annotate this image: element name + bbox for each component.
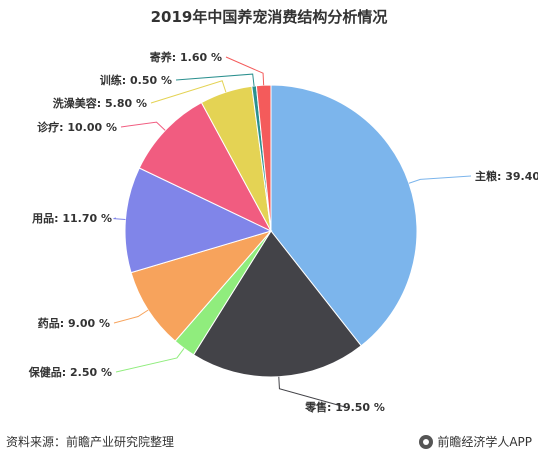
connector-line-7 xyxy=(175,73,255,87)
connector-line-1 xyxy=(278,376,346,408)
data-label-6: 洗澡美容: 5.80 % xyxy=(53,96,147,110)
data-label-8: 寄养: 1.60 % xyxy=(150,50,222,64)
connector-line-0 xyxy=(408,175,472,184)
data-label-0: 主粮: 39.40 % xyxy=(475,169,538,183)
pie-chart: 主粮: 39.40 % 零售: 19.50 % 保健品: 2.50 % 药品: 9.0… xyxy=(28,50,538,414)
data-label-4: 用品: 11.70 % xyxy=(32,212,112,225)
data-label-2: 保健品: 2.50 % xyxy=(28,365,112,379)
data-label-5: 诊疗: 10.00 % xyxy=(37,120,117,134)
pie-slice-1 xyxy=(192,230,362,378)
data-label-7: 训练: 0.50 % xyxy=(100,73,172,87)
data-label-1: 零售: 19.50 % xyxy=(304,400,385,414)
brand: 前瞻经济学人APP xyxy=(419,433,532,450)
pie-slice-0 xyxy=(270,84,418,347)
footer: 资料来源：前瞻产业研究院整理 前瞻经济学人APP xyxy=(0,425,538,459)
pie-slice-4 xyxy=(124,167,273,274)
connector-line-2 xyxy=(115,348,185,373)
connector-line-6 xyxy=(150,80,227,104)
pie-slice-3 xyxy=(130,230,273,342)
connector-line-5 xyxy=(120,121,166,131)
data-label-3: 药品: 9.00 % xyxy=(38,316,110,330)
pie-slice-8 xyxy=(255,84,272,232)
brand-name: 前瞻经济学人APP xyxy=(437,435,532,449)
connector-line-8 xyxy=(225,56,265,86)
connector-line-3 xyxy=(113,309,149,324)
source-note: 资料来源：前瞻产业研究院整理 xyxy=(6,435,175,449)
brand-logo-icon xyxy=(419,434,434,449)
connector-line-4 xyxy=(113,217,126,221)
chart-title: 2019年中国养宠消费结构分析情况 xyxy=(150,8,388,26)
